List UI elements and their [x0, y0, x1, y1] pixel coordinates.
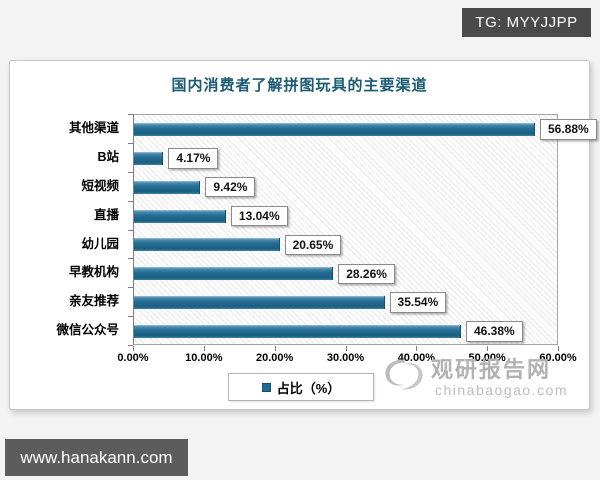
website-badge: www.hanakann.com: [5, 439, 188, 476]
bar-row: 9.42%: [134, 173, 557, 202]
value-label: 20.65%: [284, 234, 342, 256]
bar: [134, 296, 385, 310]
bar: [134, 209, 226, 223]
y-axis-tick: [128, 345, 133, 346]
bar: [134, 151, 164, 165]
category-label: 直播: [93, 207, 119, 222]
x-axis-tick: [416, 346, 418, 351]
y-axis-labels: 其他渠道 B站短视频直播幼儿园早教机构亲友推荐微信公众号: [10, 114, 126, 345]
x-axis-label: 10.00%: [185, 352, 223, 364]
value-label: 35.54%: [389, 292, 447, 313]
watermark-text: 观研报告网 chinabaogao.com: [431, 357, 569, 399]
x-axis-label: 60.00%: [539, 352, 577, 364]
bar-row: 4.17%: [134, 144, 557, 173]
chart-title: 国内消费者了解拼图玩具的主要渠道: [171, 77, 428, 94]
value-label: 13.04%: [230, 205, 288, 227]
bar: [134, 238, 280, 252]
watermark-domain: chinabaogao.com: [435, 382, 569, 399]
category-label: 微信公众号: [56, 323, 119, 338]
category-label: 幼儿园: [81, 236, 119, 251]
category-label: 亲友推荐: [68, 294, 119, 309]
legend-swatch-icon: [261, 382, 271, 392]
bar-row: 56.88%: [134, 115, 597, 144]
y-axis-tick: [128, 229, 133, 231]
legend: 占比（%）: [228, 373, 374, 401]
category-label: B站: [97, 149, 119, 164]
y-axis-tick: [128, 142, 133, 144]
x-axis-tick: [133, 346, 134, 351]
bar-row: 28.26%: [134, 259, 557, 288]
bar: [134, 122, 535, 136]
x-axis-label: 50.00%: [468, 352, 506, 364]
category-label: 早教机构: [68, 265, 119, 280]
category-label: 其他渠道: [68, 121, 119, 135]
plot-area: 56.88% 4.17% 9.42% 13.04% 20.65% 28.26% 35.54%…: [133, 114, 597, 346]
chart-card: 国内消费者了解拼图玩具的主要渠道 其他渠道 B站短视频直播幼儿园早教机构亲友推荐微…: [9, 60, 597, 410]
bar-row: 35.54%: [134, 288, 557, 317]
value-label: 9.42%: [205, 176, 256, 198]
x-axis-tick: [558, 346, 559, 351]
x-axis-tick: [345, 346, 347, 351]
category-label: 短视频: [81, 178, 119, 193]
x-axis-tick: [274, 346, 276, 351]
y-axis-tick: [128, 114, 133, 115]
x-axis-label: 0.00%: [117, 352, 149, 364]
value-label: 56.88%: [540, 119, 597, 140]
value-label: 4.17%: [168, 148, 219, 169]
value-label: 28.26%: [338, 263, 395, 284]
legend-label: 占比（%）: [276, 380, 341, 396]
x-axis-tick: [487, 346, 489, 351]
y-axis-tick: [128, 287, 133, 289]
y-axis-tick: [128, 316, 133, 318]
bar-row: 20.65%: [134, 231, 557, 260]
telegram-badge: TG: MYYJJPP: [462, 8, 591, 37]
x-axis-tick: [203, 346, 205, 351]
value-label: 46.38%: [465, 321, 523, 342]
y-axis-tick: [128, 171, 133, 173]
bar: [134, 267, 334, 281]
x-axis-label: 20.00%: [256, 352, 294, 364]
bar: [134, 180, 201, 194]
x-axis-label: 40.00%: [397, 352, 435, 364]
bar: [134, 325, 461, 339]
bar-row: 46.38%: [134, 317, 557, 346]
y-axis-tick: [128, 200, 133, 202]
x-axis-label: 30.00%: [326, 352, 365, 364]
y-axis-tick: [128, 258, 133, 260]
bar-row: 13.04%: [134, 202, 557, 231]
